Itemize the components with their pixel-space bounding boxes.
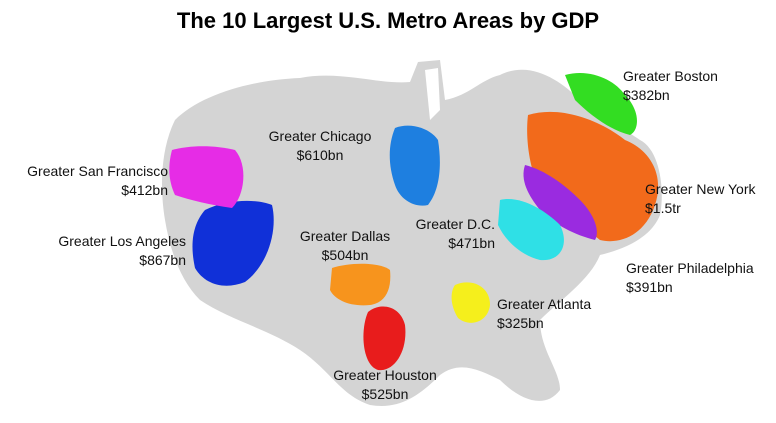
label-dc: Greater D.C. $471bn [415, 216, 495, 251]
boston-region [565, 72, 637, 135]
dallas-region [330, 263, 391, 306]
label-philadelphia: Greater Philadelphia $391bn [626, 260, 754, 295]
label-los-angeles: Greater Los Angeles $867bn [58, 233, 186, 268]
label-new-york: Greater New York $1.5tr [645, 181, 756, 216]
chicago-region [389, 125, 440, 206]
atlanta-region [451, 282, 490, 323]
label-san-francisco: Greater San Francisco $412bn [27, 163, 168, 198]
label-dallas: Greater Dallas $504bn [299, 228, 391, 263]
los-angeles-region [192, 200, 274, 286]
label-atlanta: Greater Atlanta $325bn [497, 296, 592, 331]
philadelphia-region [523, 165, 597, 240]
label-boston: Greater Boston $382bn [623, 68, 718, 103]
lake-michigan [425, 68, 440, 120]
houston-region [363, 306, 406, 371]
label-chicago: Greater Chicago $610bn [268, 128, 372, 163]
new-york-region [527, 111, 659, 242]
map-title: The 10 Largest U.S. Metro Areas by GDP [176, 8, 600, 33]
dc-region [498, 199, 564, 261]
label-houston: Greater Houston $525bn [333, 367, 437, 402]
san-francisco-region [169, 146, 244, 208]
